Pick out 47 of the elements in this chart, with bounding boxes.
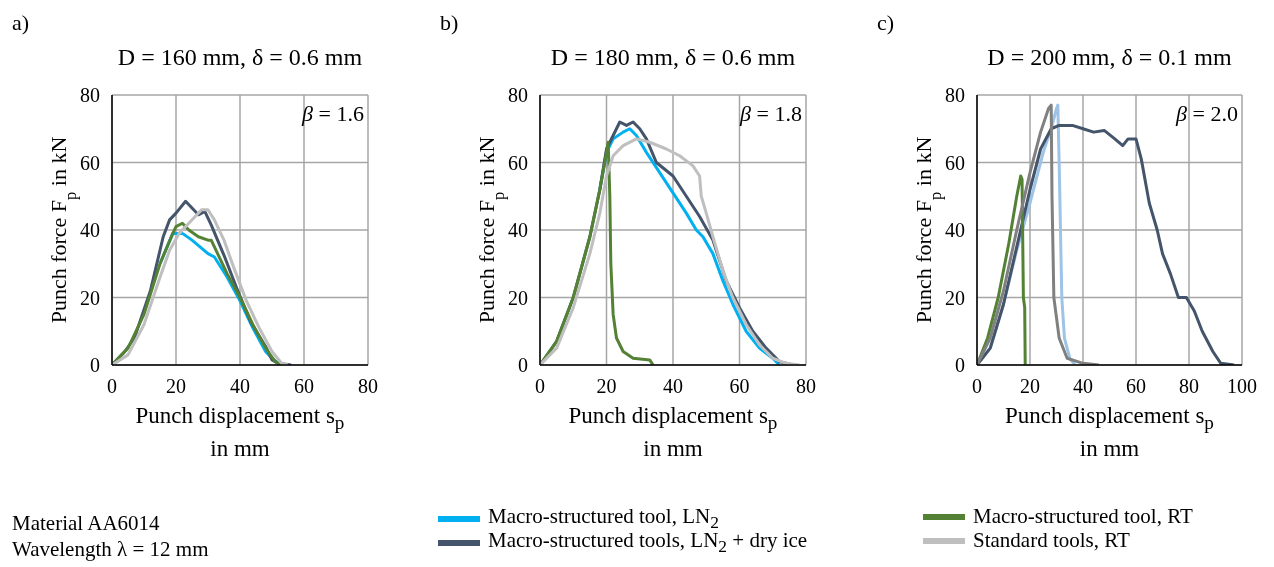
y-tick-label: 80 bbox=[80, 84, 100, 107]
x-tick-label: 40 bbox=[1073, 375, 1093, 398]
y-tick-label: 60 bbox=[508, 151, 528, 174]
x-tick-label: 60 bbox=[294, 375, 314, 398]
text: b) bbox=[440, 10, 459, 36]
x-tick-label: 20 bbox=[596, 375, 617, 398]
annotation: β = 2.0 bbox=[1174, 101, 1238, 127]
y-tick-label: 80 bbox=[508, 84, 528, 107]
annotation: β = 1.6 bbox=[300, 101, 364, 127]
y-tick-label: 40 bbox=[508, 219, 528, 242]
x-tick-label: 0 bbox=[972, 375, 982, 398]
x-tick-label: 40 bbox=[230, 375, 250, 398]
y-tick-label: 60 bbox=[945, 151, 965, 174]
y-tick-label: 20 bbox=[80, 286, 100, 309]
x-tick-label: 0 bbox=[107, 375, 117, 398]
y-tick-label: 20 bbox=[508, 286, 528, 309]
y-tick-label: 0 bbox=[518, 354, 528, 377]
chart-title: D = 200 mm, δ = 0.1 mm bbox=[986, 44, 1233, 71]
text: a) bbox=[12, 10, 30, 36]
text: Punch displacement s$_{p}$ in mm bbox=[1005, 403, 1214, 461]
annotation: β = 1.8 bbox=[738, 101, 802, 127]
chart-title: D = 180 mm, δ = 0.6 mm bbox=[549, 44, 797, 71]
y-tick-label: 20 bbox=[945, 286, 965, 309]
y-tick-label: 80 bbox=[945, 84, 965, 107]
text: Wavelength λ = 12 mm bbox=[12, 536, 209, 562]
x-tick-label: 0 bbox=[535, 375, 545, 398]
x-tick-label: 20 bbox=[1020, 375, 1040, 398]
x-tick-label: 60 bbox=[729, 375, 750, 398]
y-tick-label: 40 bbox=[945, 219, 965, 242]
x-tick-label: 60 bbox=[1126, 375, 1146, 398]
text: Punch displacement s$_{p}$ in mm bbox=[568, 403, 778, 461]
y-tick-label: 60 bbox=[80, 151, 100, 174]
x-tick-label: 80 bbox=[1179, 375, 1199, 398]
x-tick-label: 40 bbox=[663, 375, 683, 398]
x-tick-label: 80 bbox=[796, 375, 816, 398]
y-tick-label: 0 bbox=[955, 354, 965, 377]
y-tick-label: 40 bbox=[80, 219, 100, 242]
x-tick-label: 20 bbox=[166, 375, 186, 398]
x-tick-label: 80 bbox=[358, 375, 378, 398]
x-tick-label: 100 bbox=[1227, 375, 1257, 398]
legend-label: Macro-structured tool, RT bbox=[973, 504, 1193, 529]
y-tick-label: 0 bbox=[90, 354, 100, 377]
text: Punch displacement s$_{p}$ in mm bbox=[135, 403, 345, 461]
text: Material AA6014 bbox=[12, 510, 161, 536]
legend-label: Standard tools, RT bbox=[973, 528, 1130, 553]
text: c) bbox=[877, 10, 895, 36]
chart-title: D = 160 mm, δ = 0.6 mm bbox=[116, 44, 364, 71]
